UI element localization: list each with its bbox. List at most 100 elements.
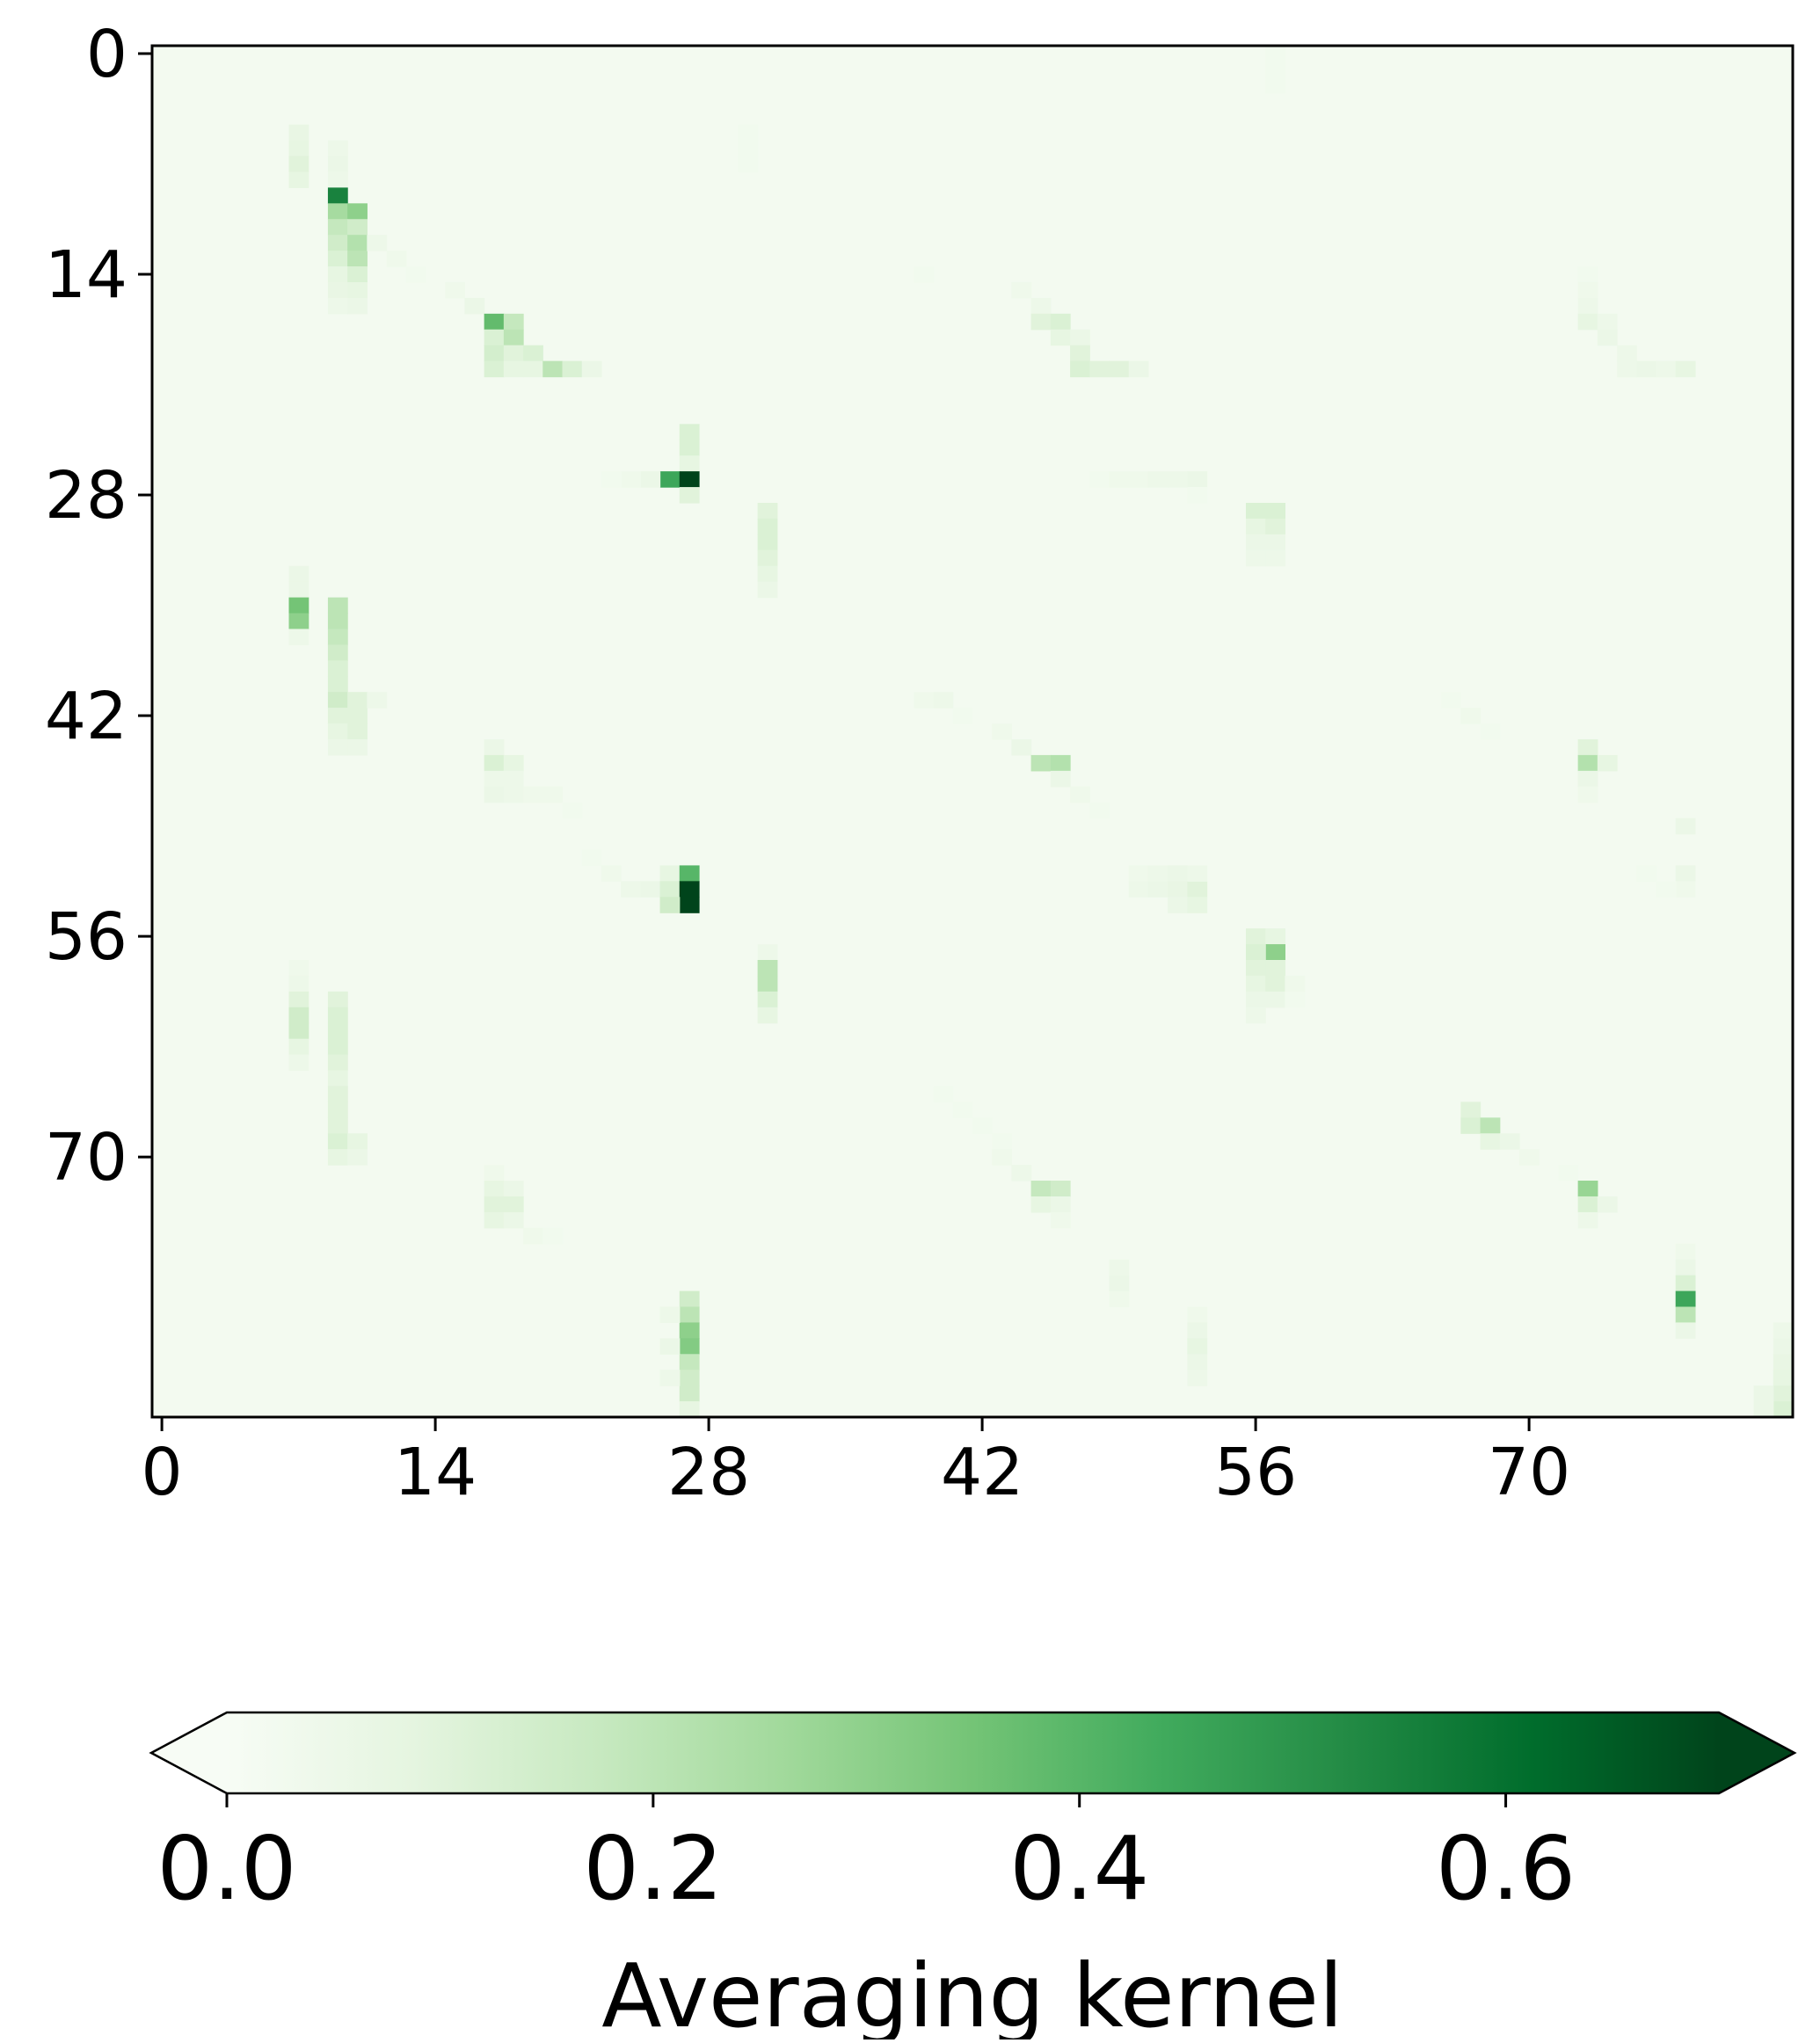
heatmap-cell: [1070, 786, 1090, 803]
heatmap-cell: [503, 329, 524, 346]
heatmap-cell: [1460, 708, 1481, 724]
heatmap-cell: [484, 738, 505, 756]
heatmap-cell: [679, 471, 700, 488]
heatmap-cell: [1265, 960, 1286, 977]
heatmap-cell: [738, 140, 759, 157]
heatmap-cell: [1656, 360, 1677, 378]
heatmap-cell: [1246, 960, 1266, 977]
heatmap-cell: [1109, 1275, 1130, 1292]
heatmap-cells: [152, 46, 1794, 1418]
heatmap-cell: [679, 455, 700, 472]
heatmap-cell: [757, 549, 778, 567]
heatmap-cell: [327, 171, 348, 188]
heatmap-cell: [1128, 881, 1149, 898]
heatmap-cell: [640, 881, 661, 898]
heatmap-cell: [581, 849, 602, 867]
heatmap-cell: [445, 281, 466, 299]
heatmap-cell: [1577, 770, 1598, 788]
heatmap-cell: [1128, 865, 1149, 882]
heatmap-cell: [405, 266, 426, 283]
heatmap-cell: [1109, 1259, 1130, 1276]
heatmap-cell: [679, 865, 700, 882]
heatmap-cell: [952, 1101, 973, 1118]
heatmap-cell: [1577, 281, 1598, 299]
heatmap-cell: [1265, 928, 1286, 945]
x-tick-label: 70: [1488, 1435, 1570, 1510]
heatmap-cell: [484, 1196, 505, 1213]
heatmap-cell: [327, 629, 348, 645]
heatmap-cell: [1187, 865, 1208, 882]
heatmap-cell: [503, 345, 524, 362]
heatmap-cell: [288, 960, 309, 977]
heatmap-cell: [327, 297, 348, 315]
heatmap-cell: [1753, 1385, 1774, 1402]
heatmap-cell: [757, 503, 778, 520]
heatmap-cell: [1617, 345, 1637, 362]
heatmap-cell: [1519, 1149, 1540, 1166]
heatmap-cell: [1246, 944, 1266, 961]
heatmap-cell: [1187, 1354, 1208, 1370]
heatmap-cell: [1675, 1291, 1696, 1308]
heatmap-cell: [503, 313, 524, 331]
heatmap-cell: [327, 692, 348, 709]
heatmap-cell: [327, 613, 348, 630]
heatmap-cell: [327, 251, 348, 267]
heatmap-cell: [347, 219, 368, 236]
heatmap-cell: [1441, 692, 1461, 709]
heatmap-cell: [484, 1165, 505, 1181]
heatmap-cell: [327, 266, 348, 283]
heatmap-cell: [1617, 360, 1637, 378]
heatmap-cell: [1773, 1354, 1794, 1370]
heatmap-cell: [288, 991, 309, 1008]
heatmap-cell: [1187, 1370, 1208, 1386]
heatmap-cell: [1577, 1196, 1598, 1213]
heatmap-cell: [679, 487, 700, 504]
heatmap-cell: [1675, 1243, 1696, 1261]
heatmap-cell: [952, 708, 973, 724]
heatmap-cell: [347, 251, 368, 267]
heatmap-cell: [1246, 991, 1266, 1008]
heatmap-cell: [1187, 897, 1208, 913]
heatmap-cell: [601, 865, 622, 882]
heatmap-cell: [542, 1227, 564, 1245]
heatmap-cell: [1187, 471, 1208, 488]
heatmap-cell: [659, 881, 681, 898]
heatmap-cell: [1011, 281, 1032, 299]
heatmap-cell: [1030, 1196, 1052, 1213]
heatmap-cell: [1285, 975, 1306, 992]
heatmap-cell: [738, 156, 759, 173]
heatmap-cell: [1128, 471, 1149, 488]
heatmap-cell: [1577, 738, 1598, 756]
heatmap-cell: [679, 1385, 700, 1402]
heatmap-cell: [659, 1370, 681, 1386]
colorbar-label: Averaging kernel: [601, 1945, 1343, 2039]
heatmap-cell: [1265, 518, 1286, 535]
heatmap-cell: [542, 786, 564, 803]
heatmap-cell: [1050, 313, 1071, 331]
heatmap-cell: [1128, 360, 1149, 378]
y-tick-label: 28: [45, 458, 127, 534]
heatmap-cell: [347, 281, 368, 299]
heatmap-cell: [562, 802, 583, 819]
colorbar-gradient: [227, 1712, 1719, 1793]
heatmap-cell: [347, 692, 368, 709]
y-tick-label: 0: [86, 17, 127, 92]
heatmap-cell: [288, 975, 309, 992]
heatmap-cell: [347, 266, 368, 283]
heatmap-cell: [503, 1181, 524, 1197]
heatmap-cell: [503, 360, 524, 378]
heatmap-cell: [484, 313, 505, 331]
heatmap-cell: [327, 1007, 348, 1024]
heatmap-cell: [1168, 881, 1188, 898]
heatmap-cell: [523, 345, 543, 362]
heatmap-cell: [1089, 471, 1110, 488]
heatmap-cell: [347, 723, 368, 740]
heatmap-cell: [659, 897, 681, 913]
heatmap-cell: [327, 660, 348, 677]
heatmap-cell: [503, 1196, 524, 1213]
heatmap-cell: [757, 581, 778, 599]
heatmap-cell: [288, 613, 309, 630]
heatmap-cell: [914, 266, 935, 283]
